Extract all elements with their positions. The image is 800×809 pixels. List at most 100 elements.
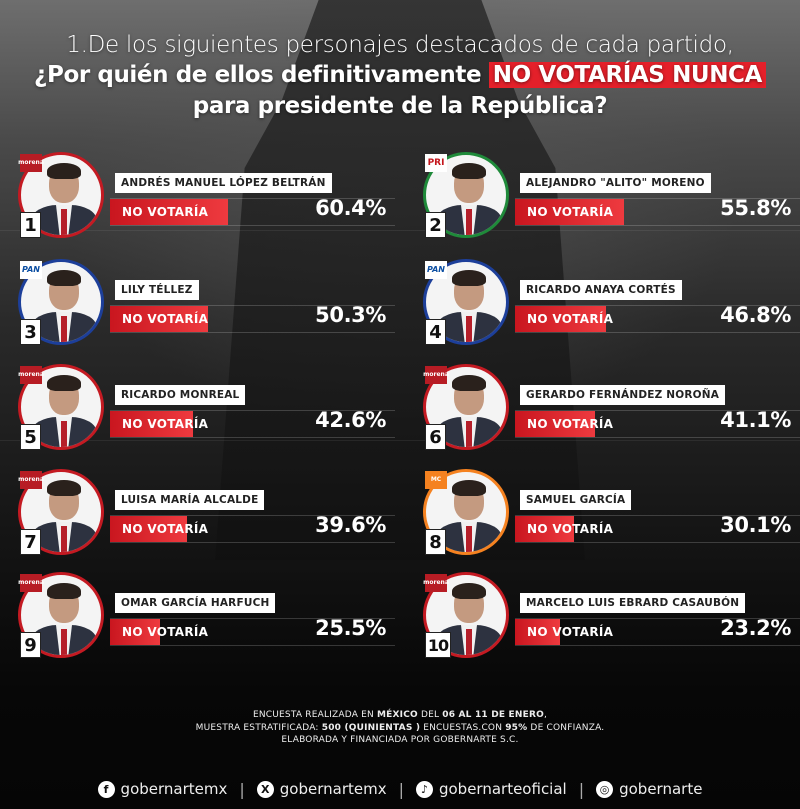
photo-tie — [61, 629, 67, 655]
rank-badge: 7 — [20, 529, 41, 555]
candidate-card: morena 1 ANDRÉS MANUEL LÓPEZ BELTRÁN NO … — [0, 148, 395, 248]
footer-line-1: ENCUESTA REALIZADA EN MÉXICO DEL 06 AL 1… — [252, 710, 548, 720]
party-logo-icon: morena — [423, 366, 449, 384]
photo-tie — [466, 421, 472, 447]
bar-fill — [110, 411, 194, 437]
percentage-value: 41.1% — [720, 408, 791, 432]
bar-track: NO VOTARÍA — [110, 515, 395, 543]
candidate-name: LILY TÉLLEZ — [115, 280, 199, 300]
candidate-name: RICARDO MONREAL — [115, 385, 246, 405]
photo-tie — [466, 526, 472, 552]
photo-hair — [47, 480, 81, 496]
bar-label: NO VOTARÍA — [527, 522, 614, 536]
party-logo-icon: morena — [423, 574, 449, 592]
bar-label: NO VOTARÍA — [527, 625, 614, 639]
social-tiktok[interactable]: ♪ gobernarteoficial — [415, 780, 567, 798]
percentage-value: 55.8% — [720, 196, 791, 220]
social-facebook[interactable]: f gobernartemx — [97, 780, 227, 798]
instagram-icon: ◎ — [596, 780, 614, 798]
bar-fill — [110, 306, 209, 332]
photo-tie — [466, 316, 472, 342]
party-logo-icon: morena — [18, 366, 44, 384]
candidate-name: ANDRÉS MANUEL LÓPEZ BELTRÁN — [115, 173, 332, 193]
social-x[interactable]: X gobernartemx — [256, 780, 387, 798]
background-line — [0, 440, 800, 441]
bar-track: NO VOTARÍA — [515, 410, 800, 438]
bar-track: NO VOTARÍA — [515, 198, 800, 226]
facebook-icon: f — [97, 780, 115, 798]
photo-tie — [466, 209, 472, 235]
candidate-name: OMAR GARCÍA HARFUCH — [115, 593, 276, 613]
bar-fill — [515, 619, 561, 645]
candidate-name: MARCELO LUIS EBRARD CASAUBÓN — [520, 593, 746, 613]
bar-fill — [110, 199, 228, 225]
bar-label: NO VOTARÍA — [527, 312, 614, 326]
social-handle: gobernarte — [619, 780, 703, 798]
bar-label: NO VOTARÍA — [122, 625, 209, 639]
x-icon: X — [256, 780, 274, 798]
rank-badge: 3 — [20, 319, 41, 345]
survey-question-title: 1.De los siguientes personajes destacado… — [0, 30, 800, 122]
photo-hair — [47, 163, 81, 179]
bar-track: NO VOTARÍA — [110, 198, 395, 226]
photo-tie — [61, 421, 67, 447]
candidate-card: PAN 3 LILY TÉLLEZ NO VOTARÍA 50.3% — [0, 255, 395, 355]
bar-label: NO VOTARÍA — [122, 312, 209, 326]
candidate-photo — [423, 469, 509, 555]
candidate-photo — [18, 152, 104, 238]
photo-tie — [61, 316, 67, 342]
photo-tie — [61, 526, 67, 552]
social-links: f gobernartemx | X gobernartemx | ♪ gobe… — [0, 778, 800, 800]
candidate-card: morena 9 OMAR GARCÍA HARFUCH NO VOTARÍA … — [0, 568, 395, 668]
candidate-card: PRI 2 ALEJANDRO "ALITO" MORENO NO VOTARÍ… — [405, 148, 800, 248]
percentage-value: 60.4% — [315, 196, 386, 220]
candidate-name: GERARDO FERNÁNDEZ NOROÑA — [520, 385, 726, 405]
photo-hair — [452, 583, 486, 599]
percentage-value: 39.6% — [315, 513, 386, 537]
divider: | — [578, 779, 585, 799]
bar-fill — [515, 411, 596, 437]
rank-badge: 8 — [425, 529, 446, 555]
percentage-value: 23.2% — [720, 616, 791, 640]
party-logo-icon: PRI — [425, 154, 447, 172]
party-logo-icon: morena — [18, 154, 44, 172]
candidate-card: morena 10 MARCELO LUIS EBRARD CASAUBÓN N… — [405, 568, 800, 668]
divider: | — [239, 779, 245, 799]
party-logo-icon: PAN — [20, 261, 42, 279]
footer-line-3: ELABORADA Y FINANCIADA POR GOBERNARTE S.… — [281, 735, 519, 745]
bar-track: NO VOTARÍA — [515, 305, 800, 333]
photo-hair — [452, 375, 486, 391]
photo-hair — [47, 270, 81, 286]
candidate-card: MC 8 SAMUEL GARCÍA NO VOTARÍA 30.1% — [405, 465, 800, 565]
social-handle: gobernarteoficial — [438, 780, 567, 798]
tiktok-icon: ♪ — [415, 780, 433, 798]
rank-badge: 5 — [20, 424, 41, 450]
social-instagram[interactable]: ◎ gobernarte — [596, 780, 702, 798]
bar-fill — [515, 306, 607, 332]
percentage-value: 42.6% — [315, 408, 386, 432]
background-line — [0, 230, 800, 231]
photo-hair — [47, 583, 81, 599]
party-logo-icon: PAN — [425, 261, 447, 279]
party-logo-icon: morena — [18, 471, 44, 489]
photo-hair — [452, 163, 486, 179]
bar-label: NO VOTARÍA — [122, 417, 209, 431]
rank-badge: 9 — [20, 632, 41, 658]
rank-badge: 1 — [20, 212, 41, 238]
candidate-photo — [18, 364, 104, 450]
bar-fill — [515, 199, 624, 225]
bar-track: NO VOTARÍA — [515, 618, 800, 646]
percentage-value: 50.3% — [315, 303, 386, 327]
photo-hair — [452, 480, 486, 496]
candidate-name: RICARDO ANAYA CORTÉS — [520, 280, 682, 300]
title-highlight: NO VOTARÍAS NUNCA — [488, 62, 766, 88]
rank-badge: 2 — [425, 212, 446, 238]
rank-badge: 6 — [425, 424, 446, 450]
party-logo-icon: MC — [425, 471, 447, 489]
bar-fill — [110, 516, 188, 542]
bar-label: NO VOTARÍA — [122, 205, 209, 219]
candidate-name: ALEJANDRO "ALITO" MORENO — [520, 173, 711, 193]
survey-methodology-note: ENCUESTA REALIZADA EN MÉXICO DEL 06 AL 1… — [0, 709, 800, 747]
title-line-3: para presidente de la República? — [192, 93, 608, 119]
social-handle: gobernartemx — [279, 780, 387, 798]
